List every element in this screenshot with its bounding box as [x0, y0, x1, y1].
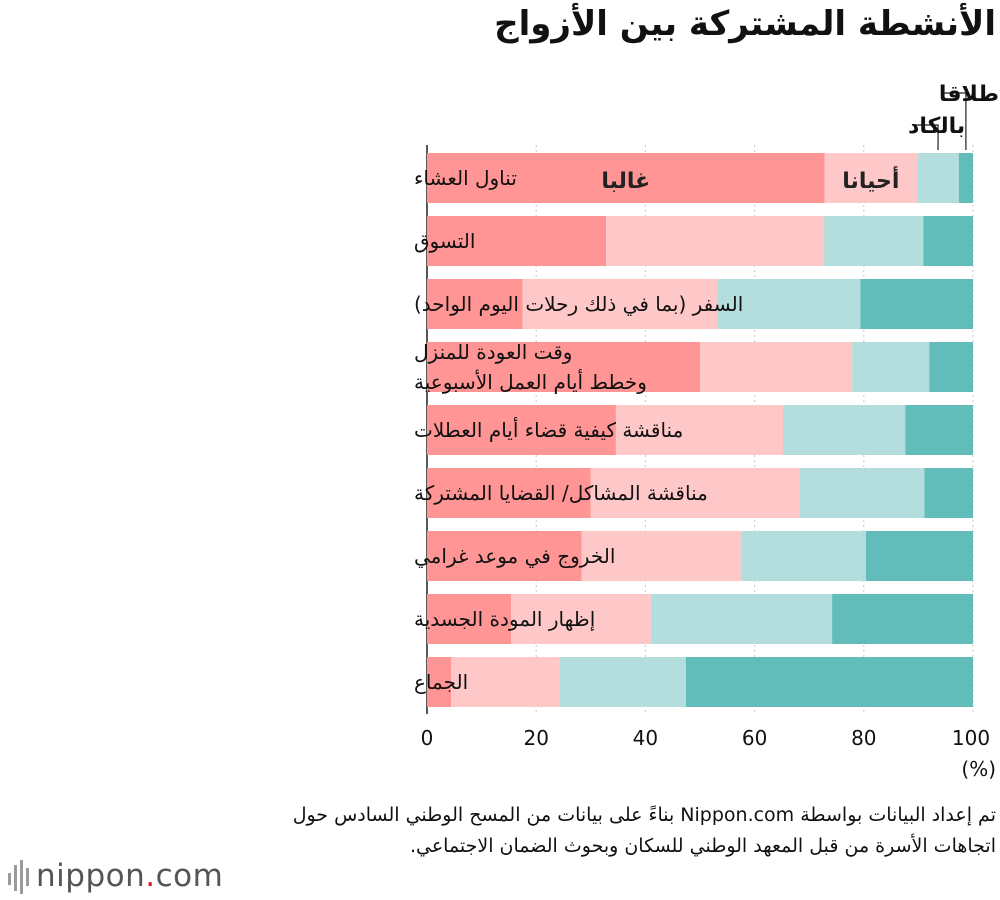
category-label-1: التسوق: [414, 229, 475, 253]
bar-segment-3-3: [929, 342, 973, 392]
bars: [427, 153, 973, 707]
bar-segment-1-0: [427, 216, 607, 266]
logo-text: nippon.com: [36, 858, 223, 894]
legend-label-rarely: بالكاد: [908, 114, 965, 139]
bar-segment-3-1: [700, 342, 853, 392]
bar-segment-2-3: [860, 279, 973, 329]
bar-segment-5-2: [799, 468, 925, 518]
bar-segment-3-2: [852, 342, 930, 392]
logo-suffix: com: [155, 858, 224, 894]
x-tick-label-0: 0: [421, 726, 434, 750]
bar-segment-4-0: [427, 405, 616, 455]
bar-segment-1-1: [606, 216, 824, 266]
page-title: الأنشطة المشتركة بين الأزواج: [494, 4, 996, 44]
logo-dot: .: [145, 858, 156, 894]
category-label-5: مناقشة المشاكل/ القضايا المشتركة: [414, 481, 708, 505]
legend-label-sometimes: أحيانا: [842, 165, 899, 194]
bar-segment-4-3: [905, 405, 973, 455]
bar-segment-0-0: [427, 153, 825, 203]
bar-segment-7-2: [650, 594, 833, 644]
x-axis-ticks: 0 20 40 60 80 100: [421, 726, 990, 750]
legend-label-never: إطلاقا: [939, 82, 1000, 107]
legend: غالبا أحيانا بالكاد إطلاقا: [601, 82, 1000, 194]
bar-segment-7-1: [511, 594, 651, 644]
bar-segment-6-1: [581, 531, 741, 581]
category-labels: تناول العشاء التسوق السفر (بما في ذلك رحلا…: [414, 166, 743, 694]
bar-segment-4-1: [615, 405, 783, 455]
bar-segment-7-0: [427, 594, 512, 644]
x-tick-label-40: 40: [633, 726, 658, 750]
bar-segment-7-3: [832, 594, 973, 644]
category-label-6: الخروج في موعد غرامي: [414, 544, 615, 569]
category-label-3-0: وقت العودة للمنزل: [414, 340, 572, 364]
bar-segment-2-0: [427, 279, 523, 329]
bar-segment-8-0: [427, 657, 452, 707]
bar-segment-6-0: [427, 531, 582, 581]
bar-segment-8-1: [451, 657, 560, 707]
x-tick-label-100: 100: [952, 726, 990, 750]
category-label-3-1: وخطط أيام العمل الأسبوعية: [414, 369, 647, 394]
bar-segment-0-1: [824, 153, 918, 203]
bar-segment-6-2: [740, 531, 866, 581]
category-label-4: مناقشة كيفية قضاء أيام العطلات: [414, 417, 683, 442]
bar-segment-3-0: [427, 342, 700, 392]
nippon-logo: nippon.com: [6, 856, 223, 896]
bar-segment-2-1: [522, 279, 718, 329]
bar-segment-5-1: [590, 468, 800, 518]
logo-bars-icon: [8, 860, 29, 894]
bar-segment-0-3: [958, 153, 973, 203]
stacked-bar-chart: تناول العشاء التسوق السفر (بما في ذلك رحلا…: [414, 82, 1000, 781]
x-tick-label-80: 80: [851, 726, 876, 750]
bar-segment-8-2: [559, 657, 686, 707]
bar-segment-5-3: [924, 468, 973, 518]
x-tick-label-20: 20: [523, 726, 548, 750]
category-label-0: تناول العشاء: [414, 166, 517, 190]
category-label-2: السفر (بما في ذلك رحلات اليوم الواحد): [414, 292, 743, 317]
x-tick-label-60: 60: [742, 726, 767, 750]
bar-segment-1-2: [823, 216, 924, 266]
legend-leader-never: [943, 92, 967, 150]
bar-segment-0-2: [917, 153, 959, 203]
source-note: تم إعداد البيانات بواسطة Nippon.com بناء…: [292, 804, 996, 857]
legend-leader-rarely: [912, 124, 939, 150]
x-axis-unit-label: (%): [961, 757, 996, 781]
bar-segment-5-0: [427, 468, 591, 518]
bar-segment-6-3: [865, 531, 973, 581]
bar-segment-4-2: [782, 405, 906, 455]
logo-word: nippon: [36, 858, 146, 894]
legend-label-often: غالبا: [601, 169, 650, 194]
bar-segment-2-2: [717, 279, 861, 329]
bar-segment-8-3: [685, 657, 973, 707]
bar-segment-1-3: [923, 216, 973, 266]
category-label-8: الجماع: [414, 670, 468, 694]
category-label-7: إظهار المودة الجسدية: [414, 607, 595, 632]
